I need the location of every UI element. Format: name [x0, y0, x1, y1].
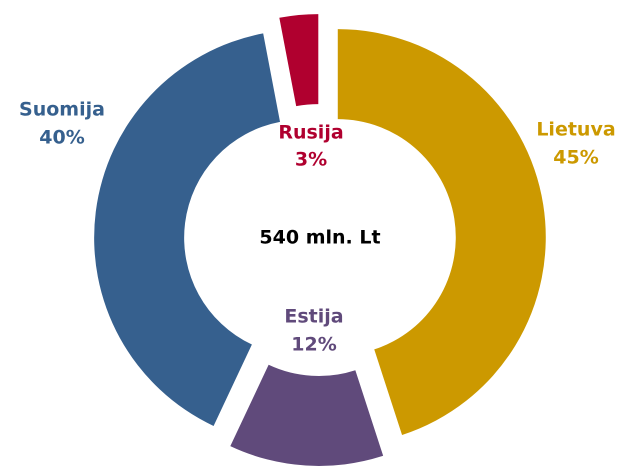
slice: [279, 14, 319, 107]
label: Suomija 40%: [19, 99, 105, 149]
value-label: 12%: [291, 334, 336, 356]
slice: [337, 29, 546, 436]
label: Rusija 3%: [278, 122, 343, 171]
category-label: Rusija: [278, 122, 343, 144]
center-label: 540 mln. Lt: [259, 227, 380, 249]
label: Estija 12%: [284, 306, 343, 356]
value-label: 45%: [553, 147, 598, 169]
slice: [230, 364, 384, 466]
category-label: Estija: [284, 306, 343, 328]
label: Lietuva 45%: [536, 119, 615, 169]
slices: [94, 14, 546, 466]
slice: [94, 33, 281, 426]
value-label: 40%: [39, 127, 84, 149]
value-label: 3%: [295, 149, 327, 171]
category-label: Lietuva: [536, 119, 615, 141]
category-label: Suomija: [19, 99, 105, 121]
